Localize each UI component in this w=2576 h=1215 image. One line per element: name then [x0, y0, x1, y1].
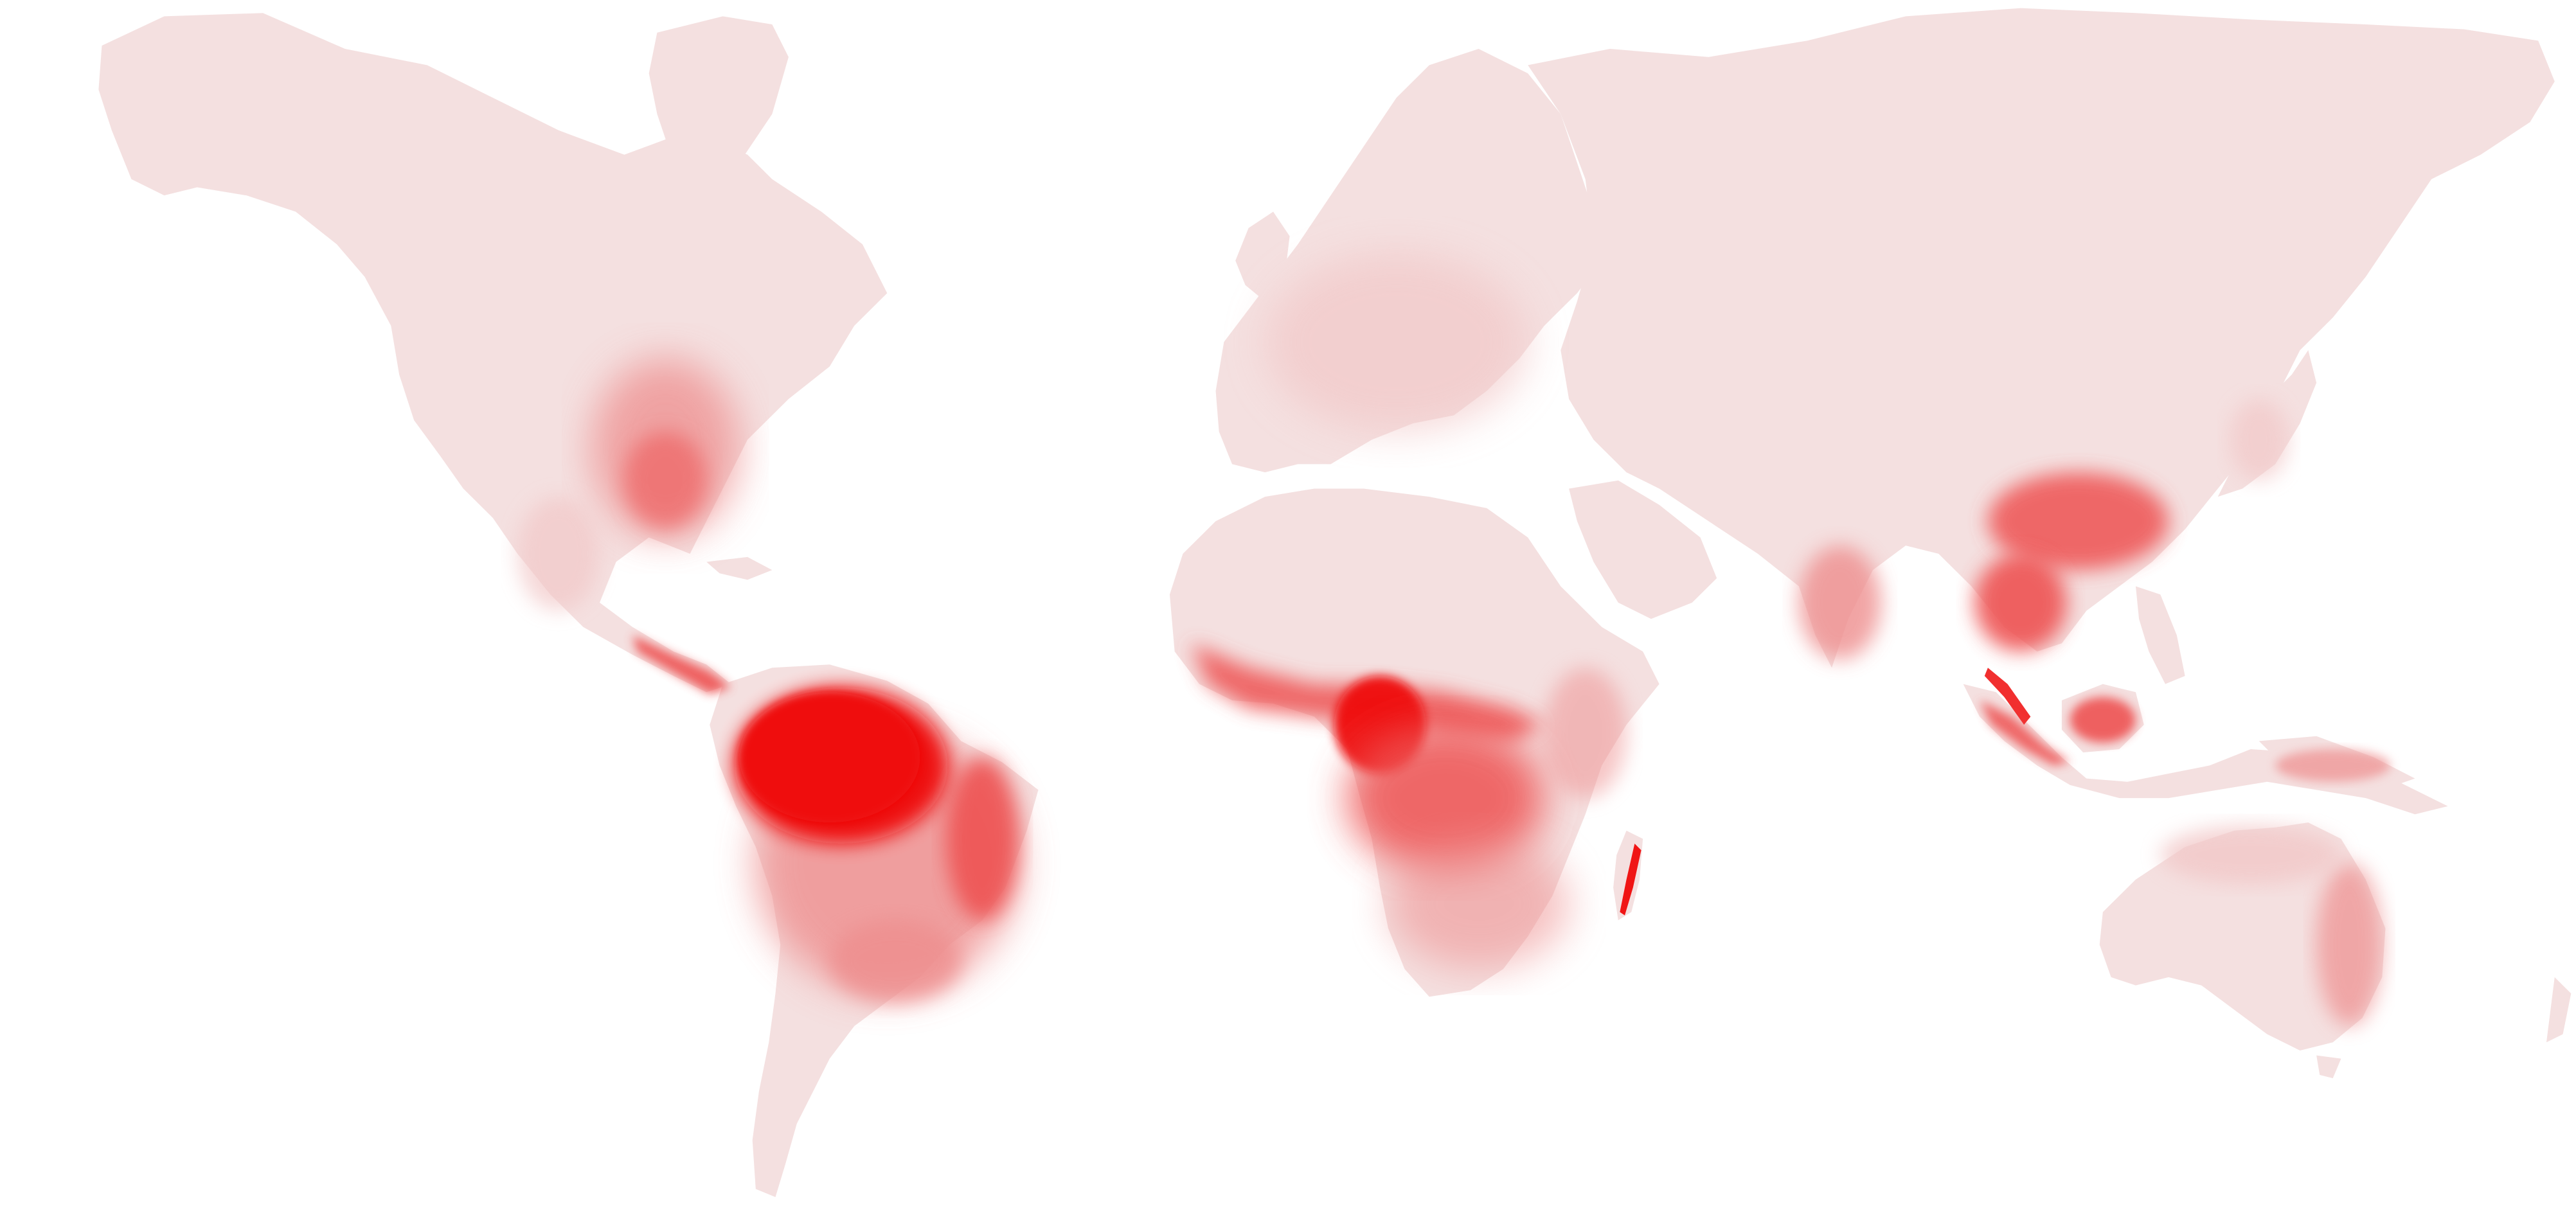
hotspot-sumatra	[1980, 700, 2070, 766]
region-indonesia	[1963, 684, 2448, 815]
region-greenland	[648, 16, 789, 188]
land-base	[98, 8, 2572, 1198]
hotspot-mexico	[517, 497, 600, 611]
hotspot-new-guinea	[2275, 749, 2391, 782]
hotspot-japan	[2229, 399, 2289, 481]
hotspot-malay-peninsula	[1984, 668, 2031, 725]
region-arabia	[1569, 480, 1717, 619]
region-australia	[2099, 822, 2386, 1051]
hotspot-amazon-core	[739, 692, 920, 823]
hotspot-southern-africa	[1388, 838, 1570, 970]
hotspot-southern-brazil	[829, 920, 962, 1002]
hotspot-madagascar	[1620, 844, 1641, 916]
hotspot-northern-australia	[2160, 826, 2341, 885]
region-philippines	[2135, 586, 2185, 684]
region-asia	[1528, 8, 2555, 668]
region-new-zealand	[2546, 977, 2572, 1043]
region-tasmania	[2316, 1055, 2341, 1079]
hotspot-southeast-us	[624, 431, 707, 529]
hotspot-east-africa	[1544, 668, 1627, 799]
hotspot-borneo	[2070, 696, 2136, 743]
intensity-layer	[517, 252, 2391, 1026]
hotspot-eastern-australia	[2316, 863, 2383, 1026]
hotspot-india	[1798, 545, 1881, 660]
hotspot-central-america	[632, 635, 731, 694]
hotspot-central-africa	[1347, 725, 1544, 872]
hotspot-atlantic-forest	[946, 757, 1019, 921]
hotspot-southern-china	[1987, 472, 2169, 571]
region-caribbean	[706, 556, 773, 580]
hotspot-indochina	[1974, 553, 2067, 652]
region-britain	[1235, 211, 1290, 301]
hotspot-europe	[1265, 252, 1528, 432]
